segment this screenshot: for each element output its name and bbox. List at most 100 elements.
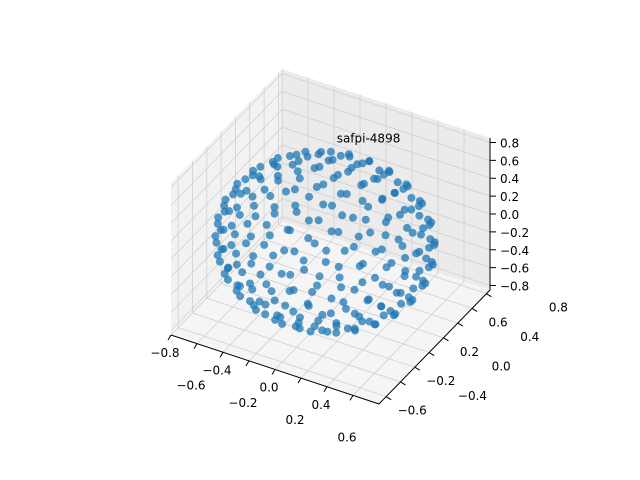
y-tick-label: 0.8 bbox=[549, 301, 568, 315]
data-point bbox=[286, 270, 295, 279]
data-point bbox=[378, 280, 387, 289]
z-tick-label: −0.2 bbox=[500, 226, 529, 240]
data-point bbox=[329, 174, 338, 183]
data-point bbox=[332, 328, 341, 337]
data-point bbox=[358, 278, 367, 287]
data-point bbox=[384, 213, 393, 222]
data-point bbox=[365, 157, 374, 166]
x-tick-label: −0.2 bbox=[228, 396, 257, 410]
y-axis-line bbox=[378, 289, 491, 405]
data-point bbox=[215, 257, 224, 266]
data-point bbox=[319, 200, 328, 209]
data-point bbox=[415, 196, 424, 205]
data-point bbox=[247, 259, 256, 268]
data-point bbox=[365, 317, 374, 326]
data-point bbox=[334, 262, 343, 271]
z-grid-line bbox=[170, 91, 283, 206]
data-point bbox=[328, 155, 337, 164]
data-point bbox=[326, 309, 335, 318]
data-point bbox=[364, 295, 373, 304]
y-tick-mark bbox=[486, 293, 492, 298]
z-tick-label: 0.6 bbox=[500, 154, 519, 168]
data-point bbox=[337, 283, 346, 292]
data-point bbox=[377, 245, 386, 254]
x-tick-label: −0.4 bbox=[202, 363, 231, 377]
data-point bbox=[310, 322, 319, 331]
data-point bbox=[288, 160, 297, 169]
x-grid-line bbox=[222, 237, 335, 353]
data-point bbox=[304, 216, 313, 225]
data-point bbox=[225, 207, 234, 216]
data-point bbox=[402, 180, 411, 189]
data-point bbox=[355, 262, 364, 271]
data-point bbox=[403, 223, 412, 232]
data-point bbox=[281, 187, 290, 196]
data-point bbox=[349, 242, 358, 251]
data-point bbox=[315, 272, 324, 281]
data-point bbox=[364, 202, 373, 211]
data-point bbox=[241, 239, 250, 248]
data-point bbox=[366, 228, 375, 237]
y-tick-label: −0.4 bbox=[458, 389, 487, 403]
data-point bbox=[332, 319, 341, 328]
data-point bbox=[424, 215, 433, 224]
x-grid-line bbox=[326, 272, 439, 388]
data-point bbox=[245, 297, 254, 306]
data-point bbox=[335, 273, 344, 282]
y-tick-label: 0.4 bbox=[520, 330, 539, 344]
data-point bbox=[231, 185, 240, 194]
data-point bbox=[341, 304, 350, 313]
data-point bbox=[344, 167, 353, 176]
data-point bbox=[328, 201, 337, 210]
data-point bbox=[348, 213, 357, 222]
data-point bbox=[248, 171, 257, 180]
z-grid-line bbox=[281, 126, 491, 197]
data-point bbox=[292, 207, 301, 216]
data-point bbox=[315, 162, 324, 171]
data-point bbox=[340, 246, 349, 255]
data-point bbox=[334, 228, 343, 237]
x-tick-label: 0.6 bbox=[337, 430, 356, 444]
y-grid-line bbox=[235, 268, 444, 339]
data-point bbox=[214, 213, 223, 222]
z-grid-line bbox=[281, 108, 491, 179]
data-point bbox=[281, 301, 290, 310]
data-point bbox=[250, 201, 259, 210]
data-point bbox=[248, 285, 257, 294]
data-point bbox=[285, 152, 294, 161]
data-point bbox=[295, 313, 304, 322]
data-point bbox=[378, 195, 387, 204]
data-point bbox=[314, 316, 323, 325]
data-point bbox=[322, 246, 331, 255]
data-point bbox=[338, 211, 347, 220]
data-point bbox=[274, 176, 283, 185]
z-grid-line bbox=[170, 73, 283, 188]
data-point bbox=[295, 174, 304, 183]
data-point bbox=[212, 238, 221, 247]
x-tick-label: 0.2 bbox=[285, 413, 304, 427]
data-point bbox=[407, 205, 416, 214]
data-point bbox=[219, 225, 228, 234]
x-tick-mark bbox=[167, 334, 172, 341]
data-point bbox=[373, 175, 382, 184]
data-point bbox=[397, 299, 406, 308]
data-point bbox=[377, 302, 386, 311]
data-point bbox=[351, 326, 360, 335]
data-point bbox=[267, 287, 276, 296]
data-point bbox=[270, 203, 279, 212]
data-point bbox=[289, 307, 298, 316]
x-tick-label: −0.6 bbox=[176, 379, 205, 393]
z-tick-label: 0.0 bbox=[500, 208, 519, 222]
data-point bbox=[353, 160, 362, 169]
data-point bbox=[289, 286, 298, 295]
y-tick-label: 0.0 bbox=[492, 360, 511, 374]
data-point bbox=[276, 313, 285, 322]
data-point bbox=[220, 269, 229, 278]
point-label: safpi-4898 bbox=[337, 132, 401, 146]
x-grid-line bbox=[300, 263, 413, 379]
data-point bbox=[261, 310, 270, 319]
data-point bbox=[273, 162, 282, 171]
data-point bbox=[236, 292, 245, 301]
z-tick-label: 0.2 bbox=[500, 190, 519, 204]
